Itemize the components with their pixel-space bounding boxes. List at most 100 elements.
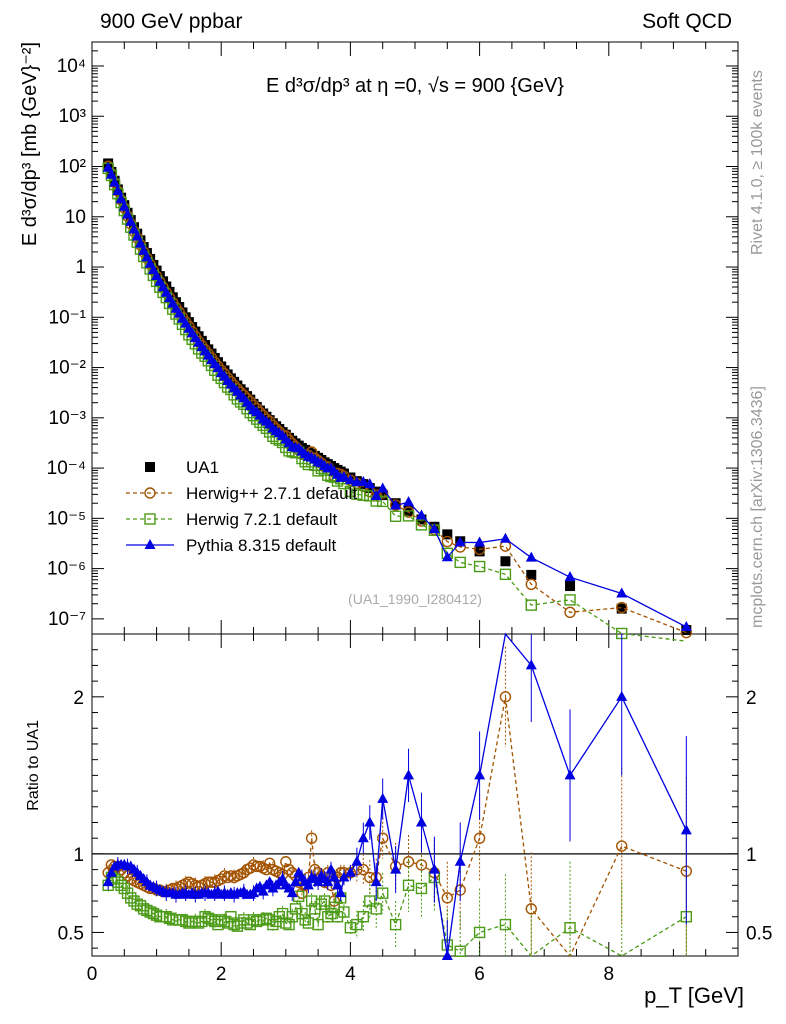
header-right: Soft QCD <box>642 10 732 33</box>
data-point <box>442 529 453 540</box>
main-ytick-label: 10⁻¹ <box>49 307 87 328</box>
rivet-label: Rivet 4.1.0, ≥ 100k events <box>749 70 766 255</box>
ratio-point <box>344 866 356 877</box>
mc-point <box>112 185 124 196</box>
x-axis-label: p_T [GeV] <box>644 983 744 1008</box>
ratio-ytick-label-right: 2 <box>746 688 757 709</box>
ratio-point <box>302 879 314 890</box>
data-point <box>161 281 172 292</box>
data-point <box>565 581 576 592</box>
ratio-point <box>296 907 308 920</box>
ratio-point <box>286 887 298 898</box>
ratio-point <box>364 895 376 907</box>
ratio-point <box>616 690 628 701</box>
mc-point <box>441 535 453 548</box>
mc-point <box>525 578 537 590</box>
mc-point <box>564 594 576 606</box>
ratio-point <box>344 922 357 934</box>
legend-marker <box>144 487 156 499</box>
ratio-point <box>428 863 440 874</box>
mc-point <box>115 193 127 204</box>
mc-point <box>134 237 146 248</box>
ratio-xtick-label: 2 <box>216 964 227 985</box>
data-point <box>377 490 388 501</box>
legend-label: Herwig 7.2.1 default <box>186 510 337 529</box>
ratio-axis-ticks: 0 2 4 6 8 0.5 0.5 1 1 2 2 <box>58 634 772 985</box>
ratio-point <box>283 918 295 931</box>
mc-point <box>351 488 363 500</box>
ratio-point <box>499 691 512 703</box>
mc-point <box>118 200 130 211</box>
watermark: (UA1_1990_I280412) <box>348 591 482 607</box>
ratio-point <box>370 876 382 887</box>
mc-point <box>415 519 428 531</box>
main-ytick-label: 10⁴ <box>57 56 86 77</box>
ratio-ylabel: Ratio to UA1 <box>25 720 42 811</box>
ratio-point <box>338 906 350 918</box>
mc-point <box>105 168 117 179</box>
header-left: 900 GeV ppbar <box>100 10 242 33</box>
ratio-point <box>125 892 137 904</box>
mc-point <box>131 230 143 241</box>
data-point <box>526 569 537 580</box>
main-ytick-label: 10⁻³ <box>49 408 87 429</box>
mc-point <box>454 536 466 547</box>
ratio-point <box>305 832 318 844</box>
mc-point <box>564 571 576 582</box>
ratio-point <box>267 918 279 931</box>
ratio-plot-frame <box>91 633 739 957</box>
mc-point <box>616 587 628 598</box>
ratio-point <box>525 659 537 670</box>
ratio-point <box>257 885 269 896</box>
ratio-point <box>454 855 466 866</box>
ratio-point <box>403 769 415 780</box>
mc-point <box>370 489 382 500</box>
ratio-point <box>616 840 628 852</box>
main-ytick-label: 10⁻⁴ <box>47 458 86 479</box>
ratio-point <box>441 892 453 904</box>
main-ytick-label: 10 <box>65 207 86 228</box>
mc-point <box>525 551 537 562</box>
legend-label: UA1 <box>186 458 219 477</box>
mc-point <box>338 471 350 482</box>
ratio-point <box>473 926 486 939</box>
mc-point <box>402 510 415 522</box>
ratio-point <box>415 882 428 895</box>
ratio-line-3 <box>107 632 687 957</box>
mc-point <box>441 551 453 562</box>
ratio-point <box>318 895 331 907</box>
ratio-point <box>112 876 124 888</box>
mc-point <box>344 485 357 498</box>
ratio-point <box>377 887 389 899</box>
ratio-point <box>225 911 237 923</box>
ratio-point <box>335 887 347 898</box>
main-ytick-label: 1 <box>75 257 86 278</box>
ratio-point <box>680 824 692 835</box>
ratio-point <box>338 871 350 882</box>
mc-point <box>525 599 537 611</box>
ratio-point <box>357 863 370 876</box>
ratio-point <box>357 911 370 923</box>
mc-point <box>473 560 486 573</box>
mc-point <box>564 606 576 619</box>
ratio-ytick-label: 2 <box>73 688 84 709</box>
mc-point <box>125 215 137 226</box>
series-line-1 <box>107 165 687 634</box>
series-line-2 <box>107 168 687 642</box>
ratio-xtick-label: 8 <box>604 964 615 985</box>
ratio-point <box>325 907 337 920</box>
ratio-point <box>351 918 363 931</box>
ratio-point <box>283 863 295 876</box>
series-line-3 <box>107 167 687 628</box>
ratio-point <box>473 832 486 844</box>
main-title: E d³σ/dp³ at η =0, √s = 900 {GeV} <box>266 75 564 97</box>
mc-point <box>102 161 114 172</box>
main-ytick-label: 10⁻⁵ <box>47 508 86 529</box>
mc-point <box>403 496 415 507</box>
data-point <box>164 286 175 297</box>
ratio-point <box>389 918 402 931</box>
legend-label: Herwig++ 2.7.1 default <box>186 484 357 503</box>
legend-marker <box>144 513 156 525</box>
mc-point <box>122 208 134 219</box>
